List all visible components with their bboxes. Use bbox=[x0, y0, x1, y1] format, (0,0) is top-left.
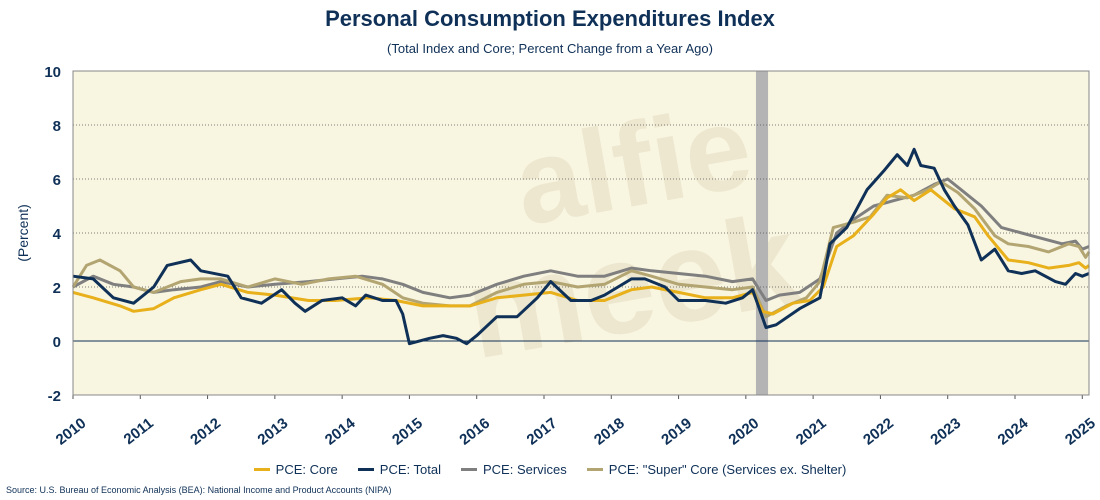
legend-label: PCE: Total bbox=[379, 462, 441, 477]
x-tick-label: 2011 bbox=[121, 415, 157, 448]
chart-subtitle: (Total Index and Core; Percent Change fr… bbox=[387, 41, 713, 56]
legend-swatch bbox=[357, 468, 374, 471]
x-tick-label: 2018 bbox=[591, 415, 628, 449]
x-tick-label: 2013 bbox=[255, 415, 292, 449]
x-tick-label: 2019 bbox=[658, 415, 695, 449]
y-tick-label: 4 bbox=[53, 226, 62, 243]
x-tick-label: 2010 bbox=[53, 415, 90, 449]
legend-label: PCE: "Super" Core (Services ex. Shelter) bbox=[608, 462, 847, 477]
x-tick-label: 2024 bbox=[995, 414, 1032, 448]
x-tick-label: 2020 bbox=[726, 415, 763, 449]
x-tick-label: 2021 bbox=[793, 415, 830, 449]
legend-swatch bbox=[460, 468, 477, 471]
legend-swatch bbox=[586, 468, 603, 471]
legend-label: PCE: Core bbox=[275, 462, 338, 477]
series-line-core bbox=[72, 188, 1090, 316]
legend-item: PCE: Total bbox=[357, 462, 441, 477]
y-axis-label: (Percent) bbox=[15, 204, 31, 262]
y-tick-label: 6 bbox=[53, 172, 61, 189]
x-tick-label: 2025 bbox=[1062, 415, 1099, 449]
x-tick-label: 2015 bbox=[389, 415, 426, 449]
x-tick-label: 2012 bbox=[187, 415, 224, 449]
x-tick-label: 2014 bbox=[322, 414, 359, 448]
legend-label: PCE: Services bbox=[482, 462, 567, 477]
source-note: Source: U.S. Bureau of Economic Analysis… bbox=[6, 485, 392, 495]
legend-item: PCE: "Super" Core (Services ex. Shelter) bbox=[586, 462, 847, 477]
x-tick-label: 2023 bbox=[927, 415, 964, 449]
y-tick-label: 10 bbox=[44, 64, 61, 81]
x-tick-label: 2022 bbox=[860, 415, 897, 449]
y-tick-label: 0 bbox=[53, 334, 61, 351]
x-tick-label: 2016 bbox=[456, 415, 493, 449]
series-line-total bbox=[72, 147, 1090, 346]
y-tick-label: 2 bbox=[53, 280, 61, 297]
chart-title: Personal Consumption Expenditures Index bbox=[325, 6, 775, 31]
legend-item: PCE: Core bbox=[253, 462, 338, 477]
legend: PCE: Core PCE: Total PCE: Services PCE: "Su… bbox=[0, 462, 1100, 477]
plot-border bbox=[72, 70, 1090, 396]
y-tick-label: 8 bbox=[53, 118, 61, 135]
x-tick-label: 2017 bbox=[524, 415, 561, 449]
y-tick-label: -2 bbox=[48, 388, 61, 405]
legend-swatch bbox=[253, 468, 270, 471]
legend-item: PCE: Services bbox=[460, 462, 567, 477]
